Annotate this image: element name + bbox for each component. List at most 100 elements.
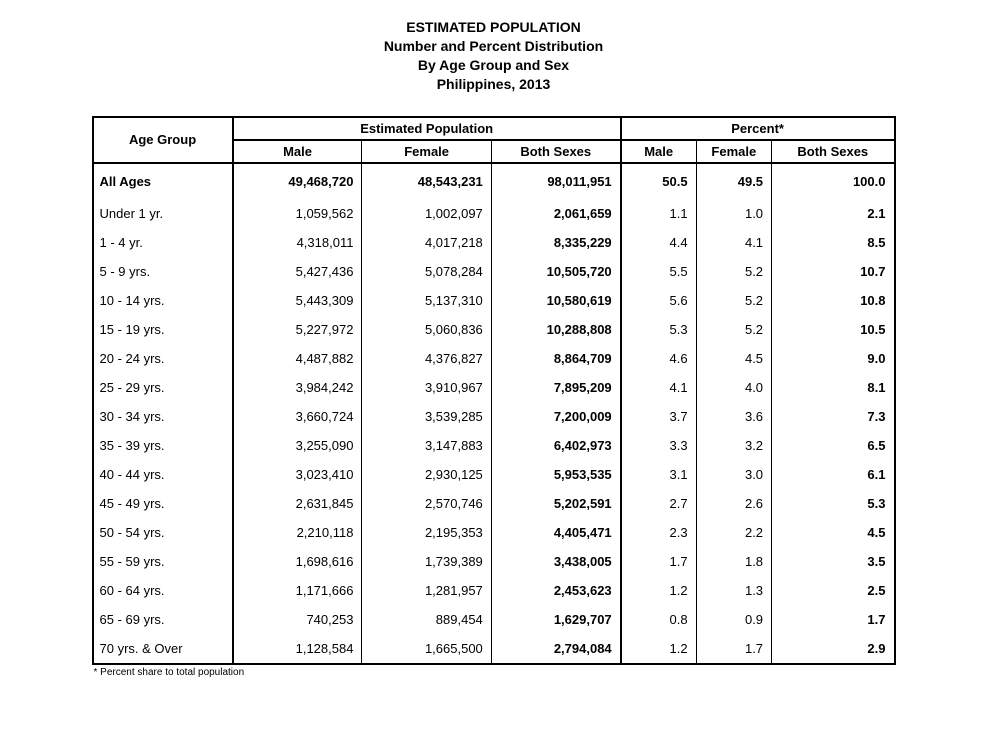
- cell-female-n: 5,078,284: [362, 257, 491, 286]
- cell-female-n: 4,017,218: [362, 228, 491, 257]
- th-male-n: Male: [233, 140, 362, 163]
- footnote: * Percent share to total population: [92, 667, 896, 678]
- cell-male-n: 4,487,882: [233, 344, 362, 373]
- cell-male-p: 1.2: [621, 634, 696, 664]
- cell-label: 25 - 29 yrs.: [93, 373, 233, 402]
- cell-both-p: 8.1: [772, 373, 895, 402]
- th-female-p: Female: [696, 140, 771, 163]
- cell-both-p: 2.5: [772, 576, 895, 605]
- table-row: 1 - 4 yr.4,318,0114,017,2188,335,2294.44…: [93, 228, 895, 257]
- table-row: 5 - 9 yrs.5,427,4365,078,28410,505,7205.…: [93, 257, 895, 286]
- table-row: 60 - 64 yrs.1,171,6661,281,9572,453,6231…: [93, 576, 895, 605]
- cell-female-n: 3,539,285: [362, 402, 491, 431]
- cell-female-p: 5.2: [696, 257, 771, 286]
- cell-both-p: 8.5: [772, 228, 895, 257]
- cell-female-n: 48,543,231: [362, 163, 491, 199]
- table-row: 65 - 69 yrs.740,253889,4541,629,7070.80.…: [93, 605, 895, 634]
- cell-label: 40 - 44 yrs.: [93, 460, 233, 489]
- cell-both-n: 6,402,973: [491, 431, 620, 460]
- table-header: Age Group Estimated Population Percent* …: [93, 117, 895, 163]
- cell-label: 50 - 54 yrs.: [93, 518, 233, 547]
- cell-female-n: 889,454: [362, 605, 491, 634]
- cell-both-p: 10.5: [772, 315, 895, 344]
- cell-label: 1 - 4 yr.: [93, 228, 233, 257]
- title-line-3: By Age Group and Sex: [0, 56, 987, 75]
- cell-male-n: 3,660,724: [233, 402, 362, 431]
- cell-male-n: 740,253: [233, 605, 362, 634]
- cell-female-p: 3.6: [696, 402, 771, 431]
- cell-male-n: 5,427,436: [233, 257, 362, 286]
- cell-both-n: 2,061,659: [491, 199, 620, 228]
- cell-male-p: 50.5: [621, 163, 696, 199]
- cell-female-p: 2.6: [696, 489, 771, 518]
- cell-male-p: 1.7: [621, 547, 696, 576]
- cell-female-n: 1,281,957: [362, 576, 491, 605]
- cell-male-n: 3,984,242: [233, 373, 362, 402]
- th-both-n: Both Sexes: [491, 140, 620, 163]
- cell-male-p: 1.1: [621, 199, 696, 228]
- cell-both-p: 100.0: [772, 163, 895, 199]
- cell-both-n: 8,864,709: [491, 344, 620, 373]
- cell-both-p: 2.9: [772, 634, 895, 664]
- table-row: 40 - 44 yrs.3,023,4102,930,1255,953,5353…: [93, 460, 895, 489]
- th-est-pop: Estimated Population: [233, 117, 621, 140]
- cell-male-n: 1,698,616: [233, 547, 362, 576]
- cell-male-n: 1,128,584: [233, 634, 362, 664]
- cell-label: 60 - 64 yrs.: [93, 576, 233, 605]
- cell-both-n: 10,505,720: [491, 257, 620, 286]
- cell-both-n: 10,288,808: [491, 315, 620, 344]
- cell-female-p: 1.0: [696, 199, 771, 228]
- cell-male-n: 3,255,090: [233, 431, 362, 460]
- cell-both-p: 10.8: [772, 286, 895, 315]
- table-row: 30 - 34 yrs.3,660,7243,539,2857,200,009 3…: [93, 402, 895, 431]
- cell-label: All Ages: [93, 163, 233, 199]
- cell-male-p: 5.5: [621, 257, 696, 286]
- cell-both-n: 5,202,591: [491, 489, 620, 518]
- cell-both-p: 6.5: [772, 431, 895, 460]
- cell-male-n: 1,171,666: [233, 576, 362, 605]
- cell-both-n: 2,453,623: [491, 576, 620, 605]
- cell-both-p: 1.7: [772, 605, 895, 634]
- cell-male-n: 2,631,845: [233, 489, 362, 518]
- cell-both-p: 7.3: [772, 402, 895, 431]
- title-line-2: Number and Percent Distribution: [0, 37, 987, 56]
- cell-female-p: 4.5: [696, 344, 771, 373]
- table-row: 35 - 39 yrs.3,255,0903,147,8836,402,9733…: [93, 431, 895, 460]
- cell-both-n: 3,438,005: [491, 547, 620, 576]
- cell-both-p: 3.5: [772, 547, 895, 576]
- cell-male-p: 4.1: [621, 373, 696, 402]
- cell-label: 15 - 19 yrs.: [93, 315, 233, 344]
- cell-female-p: 3.0: [696, 460, 771, 489]
- cell-both-p: 9.0: [772, 344, 895, 373]
- cell-both-n: 4,405,471: [491, 518, 620, 547]
- cell-label: 10 - 14 yrs.: [93, 286, 233, 315]
- cell-label: 70 yrs. & Over: [93, 634, 233, 664]
- cell-male-p: 2.3: [621, 518, 696, 547]
- cell-male-p: 1.2: [621, 576, 696, 605]
- cell-label: 5 - 9 yrs.: [93, 257, 233, 286]
- cell-both-p: 5.3: [772, 489, 895, 518]
- cell-male-n: 5,227,972: [233, 315, 362, 344]
- cell-female-p: 2.2: [696, 518, 771, 547]
- title-line-1: ESTIMATED POPULATION: [0, 18, 987, 37]
- page: ESTIMATED POPULATION Number and Percent …: [0, 0, 987, 744]
- cell-label: 30 - 34 yrs.: [93, 402, 233, 431]
- cell-male-p: 3.1: [621, 460, 696, 489]
- cell-both-p: 10.7: [772, 257, 895, 286]
- th-percent: Percent*: [621, 117, 895, 140]
- cell-female-p: 5.2: [696, 315, 771, 344]
- th-female-n: Female: [362, 140, 491, 163]
- table-row: 20 - 24 yrs.4,487,8824,376,8278,864,7094…: [93, 344, 895, 373]
- cell-male-n: 49,468,720: [233, 163, 362, 199]
- cell-female-n: 5,060,836: [362, 315, 491, 344]
- cell-both-n: 2,794,084: [491, 634, 620, 664]
- th-male-p: Male: [621, 140, 696, 163]
- cell-female-n: 5,137,310: [362, 286, 491, 315]
- cell-both-n: 98,011,951: [491, 163, 620, 199]
- cell-male-p: 3.3: [621, 431, 696, 460]
- cell-female-n: 3,910,967: [362, 373, 491, 402]
- cell-both-n: 7,200,009: [491, 402, 620, 431]
- cell-male-n: 4,318,011: [233, 228, 362, 257]
- table-row: 15 - 19 yrs.5,227,9725,060,83610,288,808…: [93, 315, 895, 344]
- cell-female-n: 1,002,097: [362, 199, 491, 228]
